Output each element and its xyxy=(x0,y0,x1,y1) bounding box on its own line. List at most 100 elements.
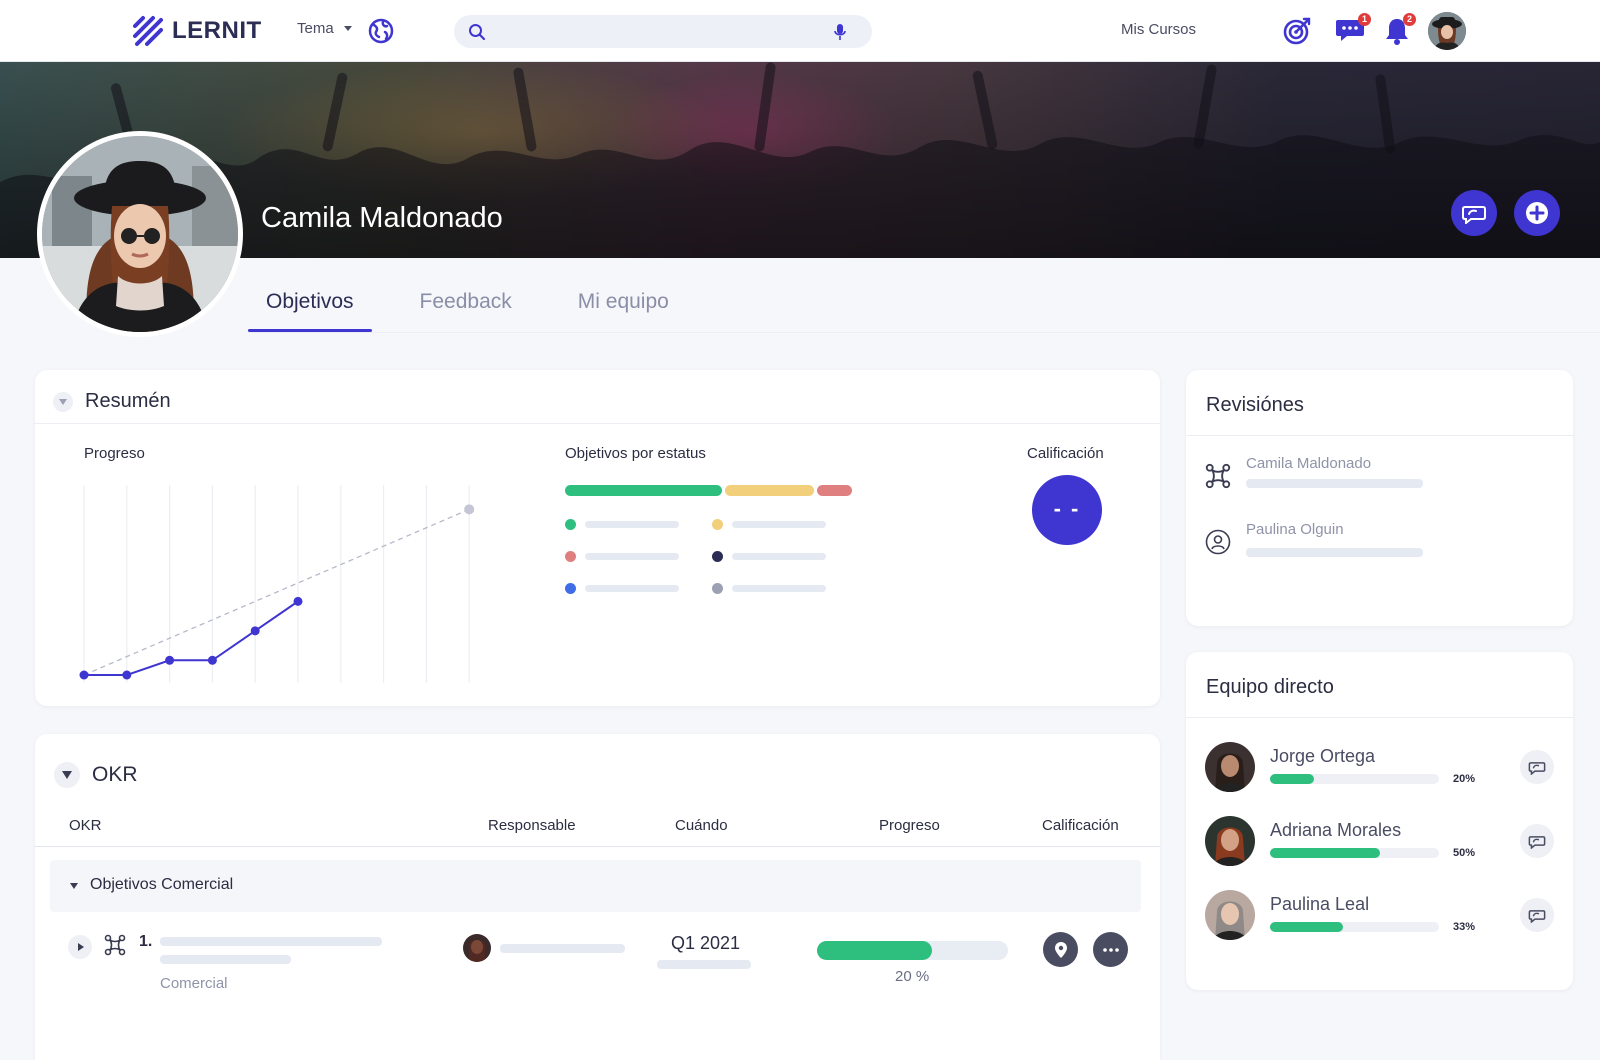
legend-dot xyxy=(565,583,576,594)
chevron-down-icon xyxy=(70,883,78,889)
member-progress-fill xyxy=(1270,848,1380,858)
group-title: Objetivos Comercial xyxy=(90,876,234,893)
col-grade: Calificación xyxy=(1042,817,1119,834)
legend-label-placeholder xyxy=(585,521,679,528)
messages-button[interactable]: 1 xyxy=(1335,13,1371,49)
tabs-divider xyxy=(248,332,1600,333)
status-segment xyxy=(724,485,815,496)
chat-icon xyxy=(1462,206,1486,224)
okr-when-placeholder xyxy=(657,960,751,969)
legend-dot xyxy=(712,551,723,562)
review-name: Paulina Olguin xyxy=(1246,521,1344,538)
chevron-right-icon xyxy=(78,943,84,951)
my-courses-link[interactable]: Mis Cursos xyxy=(1121,21,1197,38)
add-button[interactable] xyxy=(1514,190,1560,236)
logo-text: LERNIT xyxy=(172,17,262,44)
search-bar[interactable] xyxy=(454,15,872,48)
member-avatar xyxy=(1205,816,1255,866)
chart-data-point xyxy=(293,596,303,606)
member-progress-label: 20% xyxy=(1453,773,1476,785)
legend-label-placeholder xyxy=(585,585,679,592)
okr-more-button[interactable] xyxy=(1093,932,1128,967)
status-segment xyxy=(565,485,722,496)
member-progress-fill xyxy=(1270,922,1343,932)
summary-header[interactable]: Resumén xyxy=(53,390,171,413)
member-progress-bar xyxy=(1270,848,1439,858)
collapse-toggle[interactable] xyxy=(53,391,73,412)
notifications-badge: 2 xyxy=(1403,13,1416,26)
okr-progress-label: 20 % xyxy=(895,968,930,985)
reviews-title: Revisiónes xyxy=(1206,394,1304,416)
okr-title-placeholder xyxy=(160,937,382,946)
search-input[interactable] xyxy=(498,21,818,43)
okr-row-index: 1. xyxy=(139,933,153,950)
top-navbar: LERNIT Tema Mis Cursos xyxy=(0,0,1600,62)
banner-shade xyxy=(0,62,1600,258)
member-name: Paulina Leal xyxy=(1270,894,1370,914)
goals-button[interactable] xyxy=(1282,16,1312,51)
chart-data-point xyxy=(122,670,132,680)
expand-toggle[interactable] xyxy=(68,935,92,959)
chart-target-point xyxy=(464,504,475,515)
user-avatar[interactable] xyxy=(1428,12,1466,50)
chat-bubble-icon xyxy=(1336,20,1364,41)
messages-badge: 1 xyxy=(1358,13,1371,26)
legend-label-placeholder xyxy=(732,585,826,592)
logo[interactable]: LERNIT xyxy=(132,14,262,48)
member-progress-fill xyxy=(1270,774,1314,784)
legend-dot xyxy=(712,519,723,530)
chart-progress-line xyxy=(84,600,299,676)
member-avatar xyxy=(1205,742,1255,792)
status-stacked-bar xyxy=(565,485,855,496)
okr-header[interactable]: OKR xyxy=(54,762,138,788)
legend-label-placeholder xyxy=(732,521,826,528)
legend-dot xyxy=(712,583,723,594)
microphone-icon[interactable] xyxy=(834,23,846,41)
target-icon xyxy=(1283,17,1311,45)
map-pin-icon xyxy=(1054,941,1067,958)
notifications-button[interactable]: 2 xyxy=(1384,13,1416,51)
search-icon[interactable] xyxy=(468,23,486,41)
legend-label-placeholder xyxy=(585,553,679,560)
status-segment xyxy=(817,485,852,496)
chart-data-point xyxy=(165,655,175,665)
collapse-toggle[interactable] xyxy=(54,762,80,788)
review-placeholder xyxy=(1246,548,1423,557)
owner-avatar xyxy=(463,934,491,962)
tab-mi-equipo[interactable]: Mi equipo xyxy=(577,290,669,313)
okr-title: OKR xyxy=(92,763,138,786)
globe-icon[interactable] xyxy=(368,18,394,44)
logo-icon xyxy=(133,16,163,46)
status-label: Objetivos por estatus xyxy=(565,445,706,462)
col-when: Cuándo xyxy=(675,817,728,834)
profile-tabs: Objetivos Feedback Mi equipo xyxy=(248,258,717,334)
okr-group-row[interactable]: Objetivos Comercial xyxy=(50,860,1141,912)
member-feedback-button[interactable] xyxy=(1520,898,1554,932)
summary-title: Resumén xyxy=(85,390,171,412)
feedback-chat-button[interactable] xyxy=(1451,190,1497,236)
member-feedback-button[interactable] xyxy=(1520,824,1554,858)
plus-icon xyxy=(1526,202,1548,224)
profile-photo xyxy=(42,136,238,332)
chat-icon xyxy=(1528,836,1546,849)
chart-data-point xyxy=(250,626,260,636)
direct-team-divider xyxy=(1186,717,1573,718)
theme-dropdown[interactable]: Tema xyxy=(297,20,352,37)
col-progress: Progreso xyxy=(879,817,940,834)
member-avatar xyxy=(1205,890,1255,940)
member-name: Adriana Morales xyxy=(1270,820,1402,840)
direct-team-card xyxy=(1186,652,1573,990)
okr-subtitle-placeholder xyxy=(160,955,291,964)
member-feedback-button[interactable] xyxy=(1520,750,1554,784)
legend-dot xyxy=(565,519,576,530)
tab-objetivos[interactable]: Objetivos xyxy=(248,258,372,334)
tab-feedback[interactable]: Feedback xyxy=(419,290,512,313)
member-progress-label: 33% xyxy=(1453,921,1476,933)
chevron-down-icon xyxy=(59,398,67,405)
member-photo xyxy=(1205,890,1255,940)
grade-label: Calificación xyxy=(1027,445,1104,462)
okr-location-button[interactable] xyxy=(1043,932,1078,967)
chart-data-point xyxy=(207,655,217,665)
chat-icon xyxy=(1528,762,1546,775)
crowd-silhouette xyxy=(0,62,1600,258)
